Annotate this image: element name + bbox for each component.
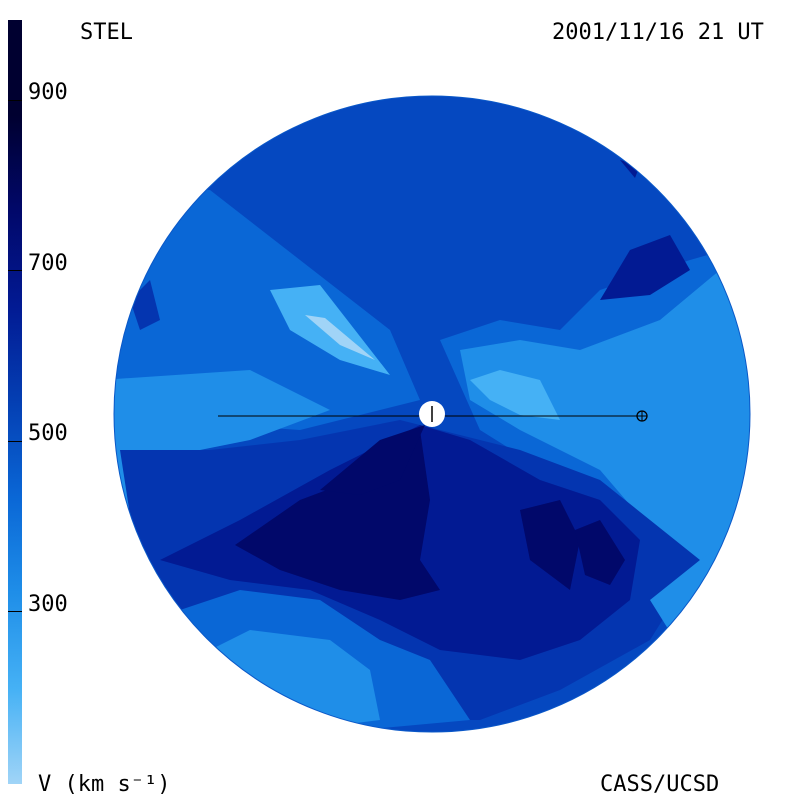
instrument-label: STEL <box>80 20 133 45</box>
earth-icon <box>636 410 648 422</box>
colorbar-label-700: 700 <box>28 251 68 276</box>
colorbar-label-300: 300 <box>28 592 68 617</box>
colorbar-tick-900 <box>8 100 22 101</box>
colorbar-label-500: 500 <box>28 421 68 446</box>
unit-label: V (km s⁻¹) <box>38 772 171 797</box>
velocity-colorbar <box>8 20 22 784</box>
colorbar-tick-300 <box>8 611 22 612</box>
credit-label: CASS/UCSD <box>600 772 720 797</box>
disk-border <box>113 95 751 733</box>
datetime-label: 2001/11/16 21 UT <box>552 20 764 45</box>
colorbar-tick-500 <box>8 441 22 442</box>
colorbar-label-900: 900 <box>28 80 68 105</box>
colorbar-tick-700 <box>8 270 22 271</box>
